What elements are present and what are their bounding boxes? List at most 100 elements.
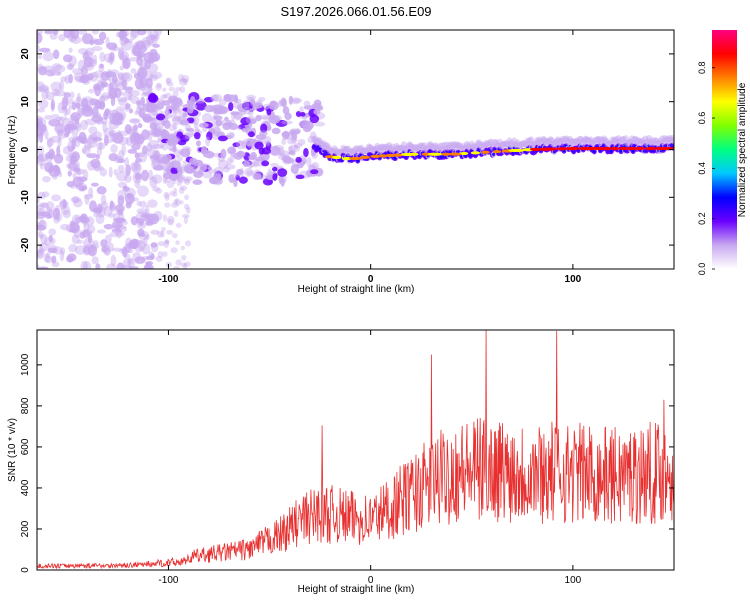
spectrogram-blob [84, 140, 93, 151]
spectrogram-blob [233, 111, 244, 120]
spectrogram-blob [136, 50, 143, 60]
spectrogram-blob [37, 44, 40, 54]
spectrogram-blob [160, 226, 166, 232]
spectrogram-blob [154, 150, 160, 159]
spectrogram-blob [282, 106, 290, 115]
spectrogram-blob [56, 145, 61, 157]
spectrogram-blob [170, 202, 179, 208]
spectrogram-blob [136, 56, 143, 66]
spectrogram-blob [98, 31, 107, 41]
spectrogram-blob [54, 124, 67, 134]
spectrogram-blob [73, 72, 85, 81]
spectrogram-blob [213, 115, 223, 121]
spectrogram-blob [177, 176, 184, 183]
spectrogram-blob [210, 94, 219, 102]
spectrogram-blob [37, 230, 44, 238]
spectrogram-blob [92, 54, 98, 65]
snr-xtick-label: 100 [565, 575, 582, 586]
spectrogram-blob [113, 79, 122, 87]
spectrogram-blob [130, 68, 137, 74]
spectrogram-blob [184, 123, 191, 132]
spectrogram-blob [121, 246, 128, 258]
spectrogram-blob [592, 149, 596, 153]
spectrogram-blob [282, 158, 292, 165]
spectrogram-blob [236, 150, 246, 158]
spectrogram-blob [492, 152, 496, 156]
spectrogram-blob [99, 168, 107, 177]
spectrogram-blob [64, 75, 70, 85]
spectrogram-blob [281, 131, 290, 137]
spectrogram-blob [62, 199, 67, 209]
spectrogram-blob [37, 224, 47, 231]
spectrogram-blob [236, 98, 242, 104]
spectrogram-blob [183, 262, 188, 269]
spectrogram-blob [618, 146, 629, 151]
spectrogram-blob [410, 152, 419, 156]
spectrogram-blob [71, 234, 80, 245]
spectrogram-blob [189, 95, 196, 106]
spectrogram-blob [123, 174, 132, 183]
spectrogram-blob [127, 248, 134, 254]
spectrogram-blob [112, 108, 119, 119]
spectrogram-blob [81, 105, 93, 117]
spectrogram-blob [283, 157, 295, 164]
spectrogram-blob [194, 99, 206, 104]
spectrogram-blob [82, 50, 94, 61]
spectrogram-blob [86, 153, 98, 159]
spectrogram-blob [96, 206, 106, 218]
spectrogram-blob [269, 145, 281, 156]
spectrogram-blob [135, 174, 141, 179]
spectrogram-blob [37, 191, 46, 200]
spectrogram-blob [293, 143, 303, 148]
spectrogram-blob [255, 156, 265, 162]
spectrogram-blob [48, 234, 53, 243]
spectrogram-blob [266, 108, 272, 116]
spectrogram-blob [272, 166, 278, 172]
spectrogram-blob [121, 79, 128, 88]
spectrogram-blob [179, 200, 184, 205]
spectrogram-blob [255, 102, 263, 109]
spectrogram-blob [92, 137, 103, 142]
spectrogram-blob [55, 204, 61, 215]
spectrogram-blob [112, 42, 117, 51]
spectrogram-blob [80, 65, 89, 76]
spectrogram-blob [556, 147, 569, 151]
spectrogram-xtick-label: -100 [158, 274, 178, 285]
spectrogram-blob [441, 152, 451, 156]
spectrogram-blob [116, 31, 121, 38]
spectrogram-blob [82, 261, 92, 269]
spectrogram-blob [164, 177, 171, 184]
spectrogram-blob [282, 99, 288, 110]
spectrogram-blob [116, 158, 126, 164]
spectrogram-blob [106, 109, 119, 115]
spectrogram-blob [93, 240, 99, 246]
spectrogram-blob [154, 30, 163, 36]
spectrogram-blob [236, 126, 242, 131]
spectrogram-blob [180, 78, 188, 83]
spectrogram-blob [70, 196, 82, 203]
spectrogram-xtick-label: 0 [368, 274, 374, 285]
spectrogram-ytick-label: 0 [20, 146, 31, 152]
spectrogram-blob [45, 214, 53, 219]
spectrogram-blob [224, 164, 236, 170]
spectrogram-blob [98, 63, 105, 73]
spectrogram-blob [108, 212, 115, 219]
spectrogram-blob [88, 88, 95, 94]
spectrogram-blob [96, 229, 106, 234]
spectrogram-blob [113, 169, 118, 176]
snr-ytick-label: 0 [20, 567, 31, 573]
spectrogram-blob [212, 173, 222, 181]
spectrogram-blob [299, 111, 306, 117]
spectrogram-blob [43, 255, 54, 264]
spectrogram-blob [252, 169, 262, 179]
spectrogram-blob [72, 68, 84, 75]
spectrogram-blob [112, 120, 123, 126]
spectrogram-blob [100, 80, 106, 88]
spectrogram-blob [96, 186, 107, 195]
spectrogram-blob [44, 154, 53, 163]
spectrogram-blob [45, 91, 55, 101]
spectrogram-blob [228, 174, 235, 183]
spectrogram-blob [165, 77, 171, 85]
spectrogram-blob [258, 96, 266, 102]
